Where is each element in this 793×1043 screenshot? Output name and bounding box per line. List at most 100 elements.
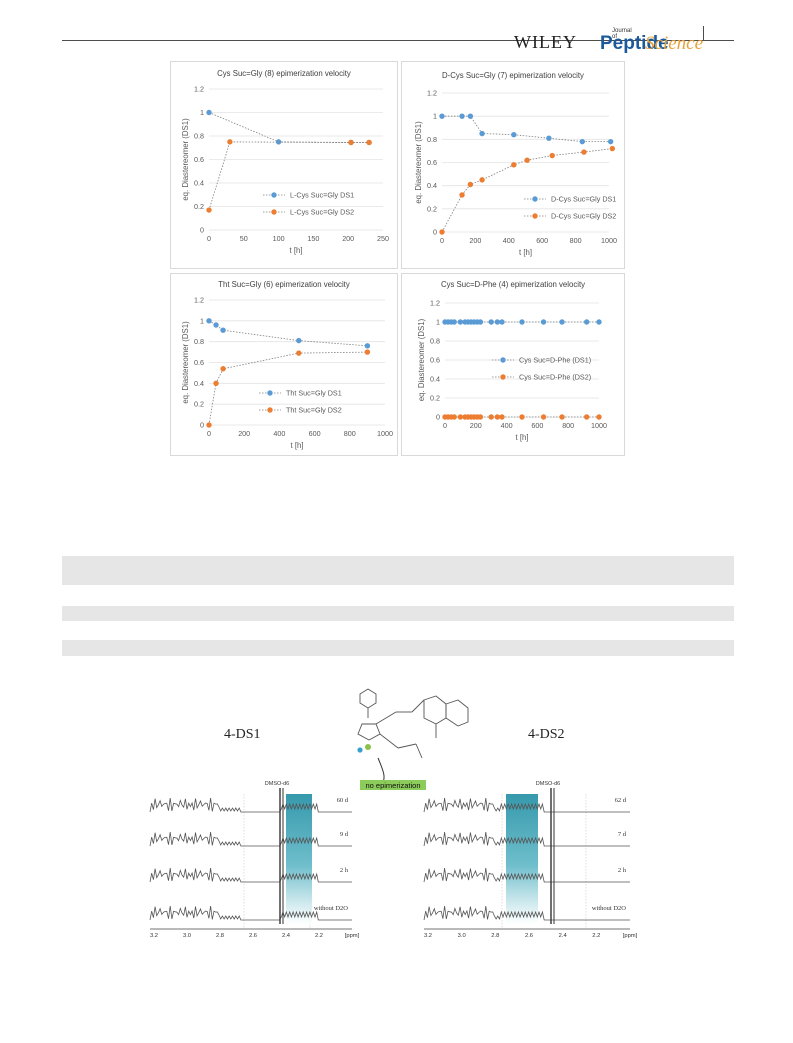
data-point [540,319,547,325]
legend-marker [267,390,273,396]
x-tick-label: 150 [307,234,319,243]
table-header-bar [62,556,734,585]
data-point [479,177,485,183]
ppm-tick-label: 3.0 [183,933,191,939]
data-point [477,319,484,325]
data-point [457,414,464,420]
series-line [442,115,611,142]
y-tick-label: 0 [200,421,204,430]
nmr-trace [423,797,630,813]
nmr-trace [149,831,352,847]
y-tick-label: 1 [200,108,204,117]
y-tick-label: 0.6 [430,356,440,365]
data-point [275,139,282,145]
right-spectrum-label: 4-DS2 [528,727,565,742]
trace-label: 2 h [340,867,349,874]
legend-label: Tht Suc=Gly DS1 [286,389,342,398]
x-axis-label: t [h] [519,248,532,257]
data-point [488,414,494,420]
x-tick-label: 400 [501,421,513,430]
nmr-trace [423,867,630,883]
y-axis-label: eq. Diastereomer (DS1) [181,321,190,404]
data-point [459,113,465,119]
table-row-shade [62,640,734,656]
data-point [479,130,485,137]
y-tick-label: 0.8 [430,337,440,346]
nmr-trace [149,905,352,921]
data-point [559,414,565,420]
chart-d-cys-suc-gly: D-Cys Suc=Gly (7) epimerization velocity… [414,71,617,257]
x-tick-label: 1000 [601,236,617,245]
ppm-tick-label: 3.2 [150,933,158,939]
legend-label: Tht Suc=Gly DS2 [286,406,342,415]
y-tick-label: 0 [433,228,437,237]
data-point [364,349,371,355]
no-epimerization-box [360,780,426,790]
y-tick-label: 0.8 [427,135,437,144]
left-spectrum-label: 4-DS1 [224,727,261,742]
x-tick-label: 200 [342,234,354,243]
y-tick-label: 1 [200,316,204,325]
highlight-band [286,794,312,924]
ppm-tick-label: 2.2 [315,933,323,939]
no-epimerization-label: no epimerization [365,781,420,790]
ppm-tick-label: 2.4 [559,933,568,939]
x-tick-label: 0 [440,236,444,245]
x-tick-label: 800 [570,236,582,245]
data-point [227,139,233,145]
trace-label: without D2O [314,905,348,912]
x-tick-label: 250 [377,234,389,243]
ppm-tick-label: 2.6 [525,933,533,939]
nmr-trace [149,797,352,813]
ppm-tick-label: 2.8 [491,933,499,939]
y-tick-label: 0.4 [194,179,204,188]
ppm-tick-label: [ppm] [345,933,360,939]
data-point [439,229,445,235]
y-tick-label: 0.6 [194,358,204,367]
legend-marker [500,357,506,363]
data-point [220,327,226,333]
data-point [296,337,302,344]
chart-tht-suc-gly: Tht Suc=Gly (6) epimerization velocity 0 0… [181,280,393,450]
y-tick-label: 1.2 [194,85,204,94]
data-point [579,138,585,145]
table-row-shade [62,606,734,621]
y-tick-label: 0.4 [427,181,437,190]
legend-marker [271,209,277,215]
data-point [206,422,212,428]
y-tick-label: 1.2 [427,89,437,98]
ppm-tick-label: 2.8 [216,933,224,939]
y-tick-label: 0 [436,413,440,422]
x-tick-label: 800 [562,421,574,430]
chart-cys-suc-gly: Cys Suc=Gly (8) epimerization velocity00… [181,69,389,255]
data-point [609,145,616,152]
x-tick-label: 200 [470,421,482,430]
data-point [457,319,464,325]
y-tick-label: 0.6 [427,158,437,167]
legend-label: D-Cys Suc=Gly DS1 [551,195,616,204]
y-tick-label: 0.4 [430,375,440,384]
data-point [439,113,445,119]
y-axis-label: eq. Diastereomer (DS1) [181,118,190,201]
chart-title: D-Cys Suc=Gly (7) epimerization velocity [442,71,584,80]
y-axis-label: eq. Diastereomer (DS1) [417,318,426,401]
data-point [348,139,354,146]
chart-title: Tht Suc=Gly (6) epimerization velocity [218,280,350,289]
data-point [459,192,465,198]
x-tick-label: 1000 [377,429,393,438]
ppm-tick-label: 3.2 [424,933,432,939]
x-tick-label: 600 [309,429,321,438]
data-point [364,343,371,349]
data-point [451,414,457,420]
data-point [524,157,530,163]
legend-marker [532,196,538,202]
legend-label: L-Cys Suc=Gly DS1 [290,191,354,200]
trace-label: 62 d [615,797,627,804]
x-tick-label: 50 [240,234,248,243]
data-point [488,319,494,325]
journal-of-label: Journal of [612,28,632,40]
right-nmr-stack: 62 d 7 d 2 h without D2O DMSO-d6 3.2 3.0 2.8 2.6… [423,781,638,939]
chart-panel-4: Cys Suc=D-Phe (4) epimerization velocity… [401,273,625,456]
journal-name-b: Science [645,33,704,54]
ppm-tick-label: 2.2 [592,933,600,939]
